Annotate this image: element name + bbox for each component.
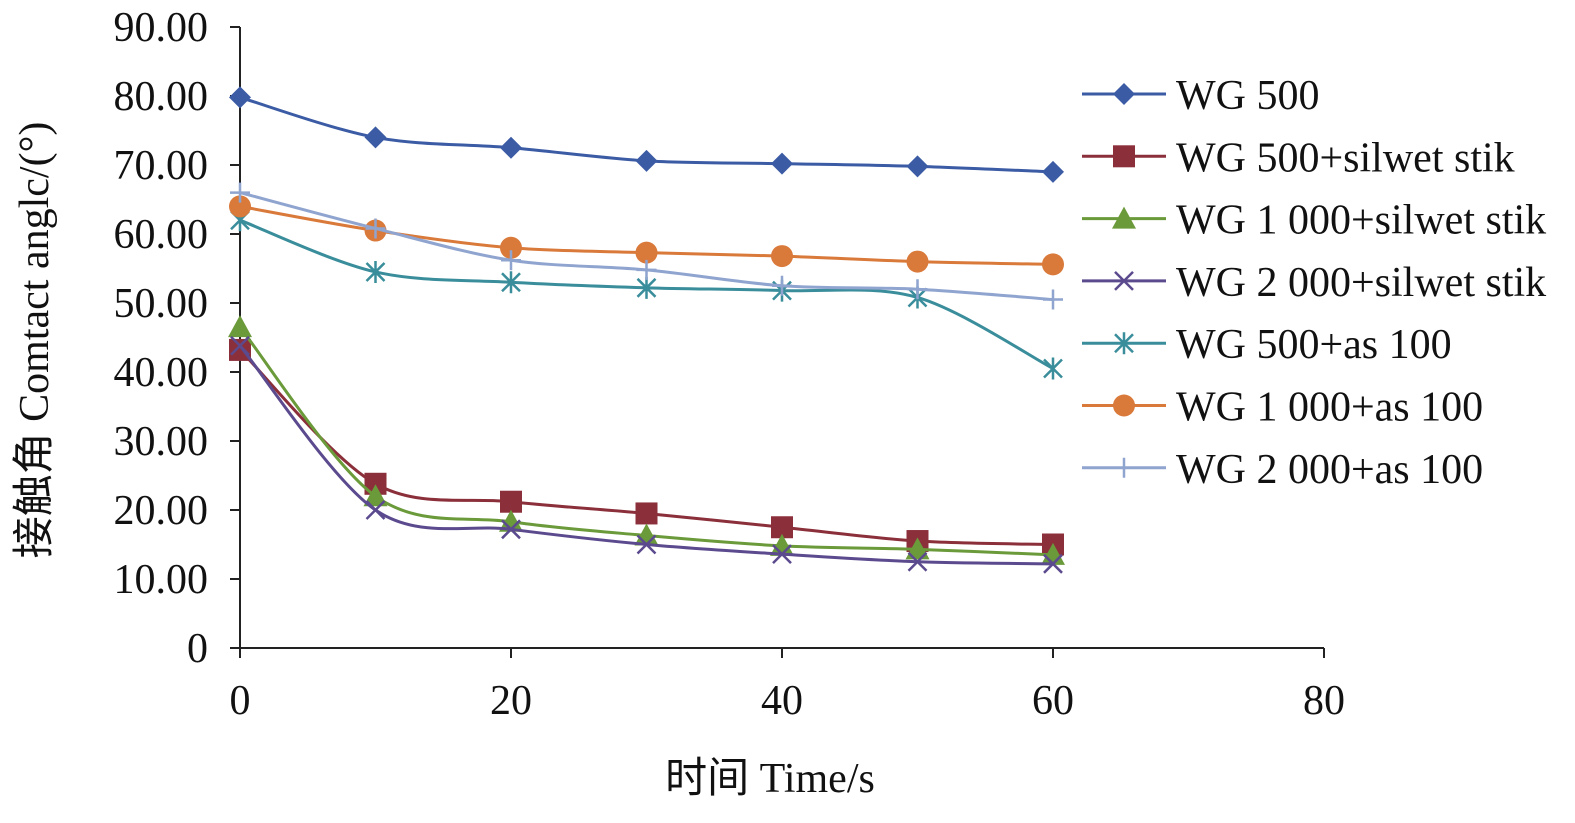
legend-marker (1113, 145, 1135, 168)
series-wg-2-000-as-100 (230, 182, 1063, 310)
data-point (907, 279, 928, 300)
series-wg-1-000-silwet-stik (228, 315, 1065, 565)
y-tick-label: 50.00 (114, 281, 209, 327)
legend-label: WG 1 000+silwet stik (1176, 198, 1546, 244)
data-point (229, 195, 251, 218)
legend-item: WG 2 000+as 100 (1082, 447, 1483, 493)
data-point (636, 259, 657, 280)
x-tick-label: 20 (490, 678, 532, 724)
y-tick-label: 10.00 (114, 557, 209, 603)
data-point (636, 276, 657, 299)
y-tick-label: 60.00 (114, 212, 209, 258)
y-axis-label: 接触角 Comtact anglc/(°) (12, 122, 58, 559)
data-point (230, 335, 250, 356)
data-point (229, 338, 251, 361)
legend-item: WG 500+silwet stik (1082, 135, 1515, 181)
legend-item: WG 1 000+silwet stik (1082, 198, 1546, 244)
y-tick-label: 0 (187, 626, 208, 672)
data-point (229, 86, 251, 109)
legend-marker (1114, 271, 1134, 291)
y-tick-label: 90.00 (114, 5, 209, 51)
data-point (772, 544, 792, 565)
y-tick-label: 70.00 (114, 143, 209, 189)
data-point (770, 533, 794, 556)
data-point (771, 152, 793, 175)
data-point (365, 218, 386, 239)
series-wg-500-silwet-stik (229, 338, 1064, 556)
data-point (1043, 357, 1063, 380)
series-wg-2-000-silwet-stik (230, 335, 1063, 574)
data-point (905, 537, 930, 560)
legend-marker (1112, 206, 1136, 229)
legend-item: WG 2 000+silwet stik (1082, 260, 1546, 306)
data-point (1043, 553, 1063, 574)
data-point (1042, 160, 1064, 183)
legend: WG 500 WG 500+silwet stik WG 1 000+silwet … (1082, 73, 1546, 493)
legend-item: WG 1 000+as 100 (1082, 385, 1483, 431)
y-tick-label: 80.00 (114, 74, 209, 120)
data-point (500, 136, 522, 159)
data-point (365, 260, 386, 283)
data-point (500, 236, 522, 259)
data-point (499, 509, 523, 532)
legend-label: WG 500+as 100 (1176, 322, 1452, 368)
series-wg-500 (229, 86, 1064, 183)
legend-item: WG 500 (1082, 73, 1319, 119)
legend-label: WG 2 000+as 100 (1176, 447, 1483, 493)
legend-marker (1113, 394, 1135, 417)
legend-marker (1113, 83, 1135, 105)
data-point (771, 245, 793, 268)
data-point (1043, 289, 1063, 310)
y-tick-label: 20.00 (114, 488, 209, 534)
data-point (635, 502, 658, 525)
y-tick-label: 30.00 (114, 419, 209, 465)
series-layer (228, 86, 1065, 574)
data-point (501, 519, 521, 540)
data-point (365, 500, 386, 520)
data-point (500, 490, 522, 513)
x-axis-label: 时间 Time/s (665, 756, 875, 802)
data-point (907, 551, 928, 572)
data-point (230, 182, 250, 203)
legend-label: WG 1 000+as 100 (1176, 385, 1483, 431)
series-wg-500-as-100 (230, 209, 1063, 380)
x-tick-label: 0 (230, 678, 251, 724)
legend-label: WG 500+silwet stik (1176, 135, 1515, 181)
x-tick-label: 80 (1303, 678, 1345, 724)
data-point (906, 155, 929, 178)
data-point (635, 149, 658, 172)
data-point (772, 275, 792, 296)
data-point (1042, 253, 1064, 276)
legend-label: WG 500 (1176, 73, 1319, 119)
legend-item: WG 500+as 100 (1082, 322, 1452, 368)
data-point (501, 250, 521, 271)
data-point (364, 126, 387, 149)
x-tick-label: 40 (761, 678, 803, 724)
data-point (906, 250, 929, 273)
data-point (635, 241, 658, 264)
legend-label: WG 2 000+silwet stik (1176, 260, 1546, 306)
axes: 0 10.00 20.00 30.00 40.00 50.00 60.00 70.00 80.0… (114, 5, 1346, 724)
y-tick-label: 40.00 (114, 350, 209, 396)
data-point (228, 315, 252, 338)
data-point (501, 271, 521, 294)
data-point (364, 472, 387, 495)
data-point (363, 484, 388, 507)
data-point (636, 534, 657, 555)
legend-marker (1114, 332, 1134, 355)
x-tick-label: 60 (1032, 678, 1074, 724)
data-point (771, 516, 793, 539)
legend-marker (1114, 457, 1134, 478)
